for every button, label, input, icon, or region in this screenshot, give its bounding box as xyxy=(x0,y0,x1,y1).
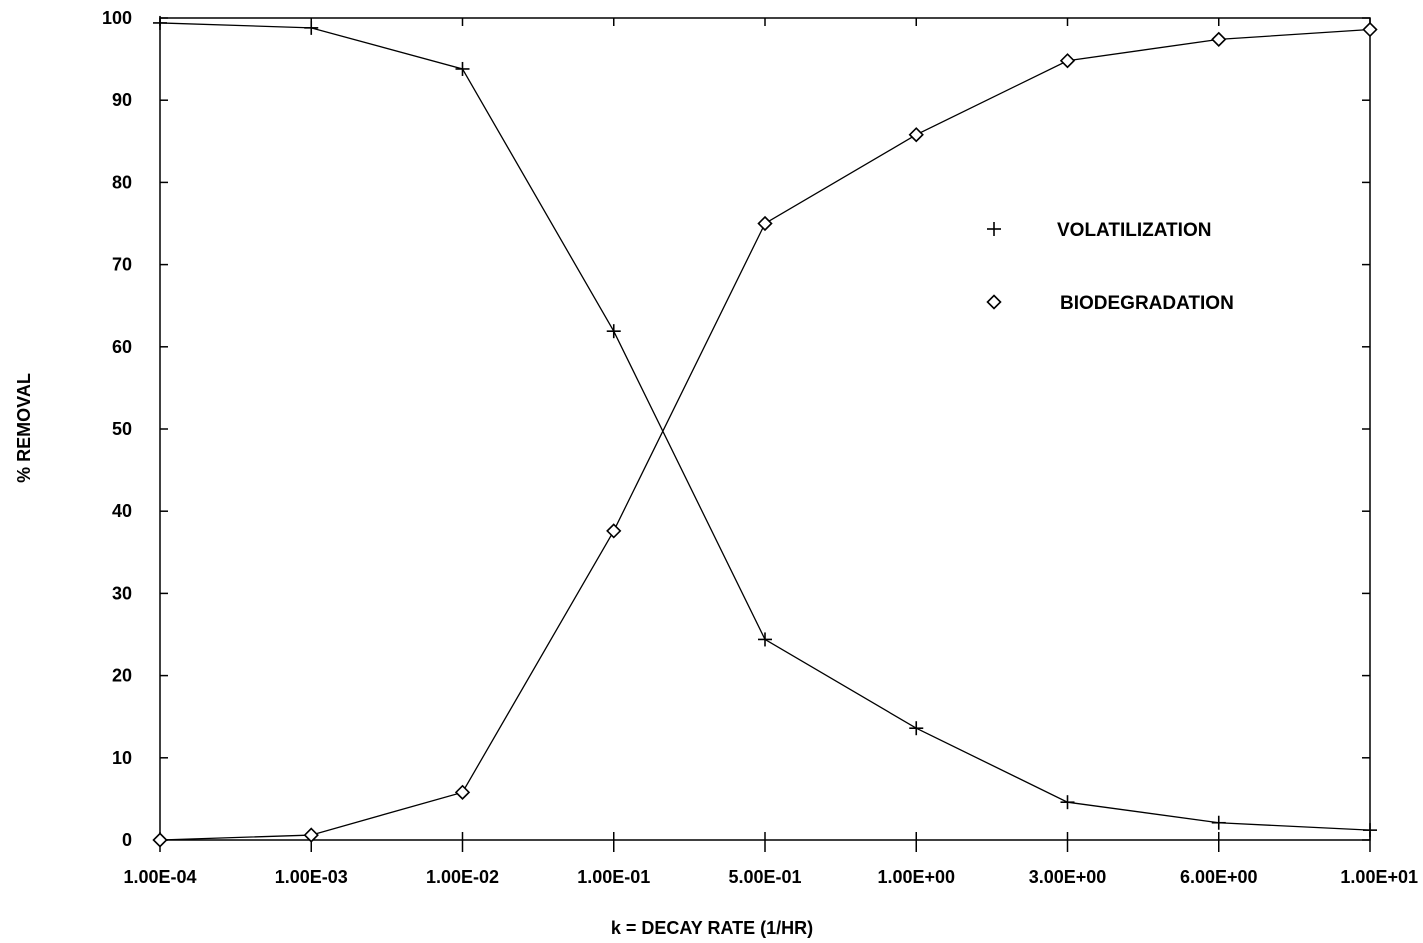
volatilization-point xyxy=(606,324,621,339)
y-tick-label: 0 xyxy=(122,830,132,850)
y-tick-label: 90 xyxy=(112,90,132,110)
y-tick-label: 50 xyxy=(112,419,132,439)
volatilization-point xyxy=(304,20,319,35)
volatilization-point xyxy=(758,632,772,647)
x-tick-label: 3.00E+00 xyxy=(1029,867,1107,887)
legend-diamond-symbol xyxy=(986,294,1002,310)
biodegradation-point xyxy=(1211,31,1227,48)
legend-label-biodegradation: BIODEGRADATION xyxy=(1060,293,1234,314)
biodegradation-point xyxy=(454,784,471,800)
y-tick-label: 100 xyxy=(102,8,132,28)
biodegradation-point xyxy=(606,523,622,539)
volatilization-point xyxy=(153,15,167,30)
volatilization-line xyxy=(159,22,1371,831)
legend: VOLATILIZATION BIODEGRADATION xyxy=(986,220,1234,314)
biodegradation-line xyxy=(159,28,1371,841)
x-axis: 1.00E-04 1.00E-03 1.00E-02 1.00E-01 5.00E-01… xyxy=(123,18,1418,887)
biodegradation-point xyxy=(152,832,168,848)
x-axis-title: k = DECAY RATE (1/HR) xyxy=(611,918,813,938)
x-tick-label: 1.00E-03 xyxy=(275,867,348,887)
y-axis: 0 10 20 30 40 50 60 70 80 90 100 xyxy=(102,8,1370,850)
x-tick-label: 1.00E-04 xyxy=(123,867,196,887)
series-layer xyxy=(152,15,1378,848)
x-tick-label: 1.00E-02 xyxy=(426,867,499,887)
y-tick-label: 20 xyxy=(112,666,132,686)
y-tick-label: 40 xyxy=(112,501,132,521)
volatilization-point xyxy=(1211,815,1226,830)
y-tick-label: 70 xyxy=(112,255,132,275)
legend-plus-symbol xyxy=(987,222,1001,236)
x-tick-label: 1.00E+00 xyxy=(877,867,955,887)
biodegradation-point xyxy=(757,215,773,232)
y-tick-label: 10 xyxy=(112,748,132,768)
volatilization-point xyxy=(455,61,470,76)
volatilization-point xyxy=(1363,823,1377,838)
volatilization-point xyxy=(1060,795,1075,810)
legend-label-volatilization: VOLATILIZATION xyxy=(1057,220,1211,241)
biodegradation-point xyxy=(303,827,319,843)
x-tick-label: 6.00E+00 xyxy=(1180,867,1258,887)
plot-frame xyxy=(159,17,1371,841)
biodegradation-point xyxy=(1362,21,1378,38)
x-tick-label: 1.00E-01 xyxy=(577,867,650,887)
biodegradation-point xyxy=(908,127,924,143)
y-tick-label: 80 xyxy=(112,172,132,192)
biodegradation-point xyxy=(1059,53,1076,69)
y-tick-label: 60 xyxy=(112,337,132,357)
y-axis-title: % REMOVAL xyxy=(14,373,34,483)
x-tick-label: 1.00E+01 xyxy=(1340,867,1418,887)
volatilization-point xyxy=(909,721,924,736)
y-tick-label: 30 xyxy=(112,583,132,603)
x-tick-label: 5.00E-01 xyxy=(728,867,801,887)
